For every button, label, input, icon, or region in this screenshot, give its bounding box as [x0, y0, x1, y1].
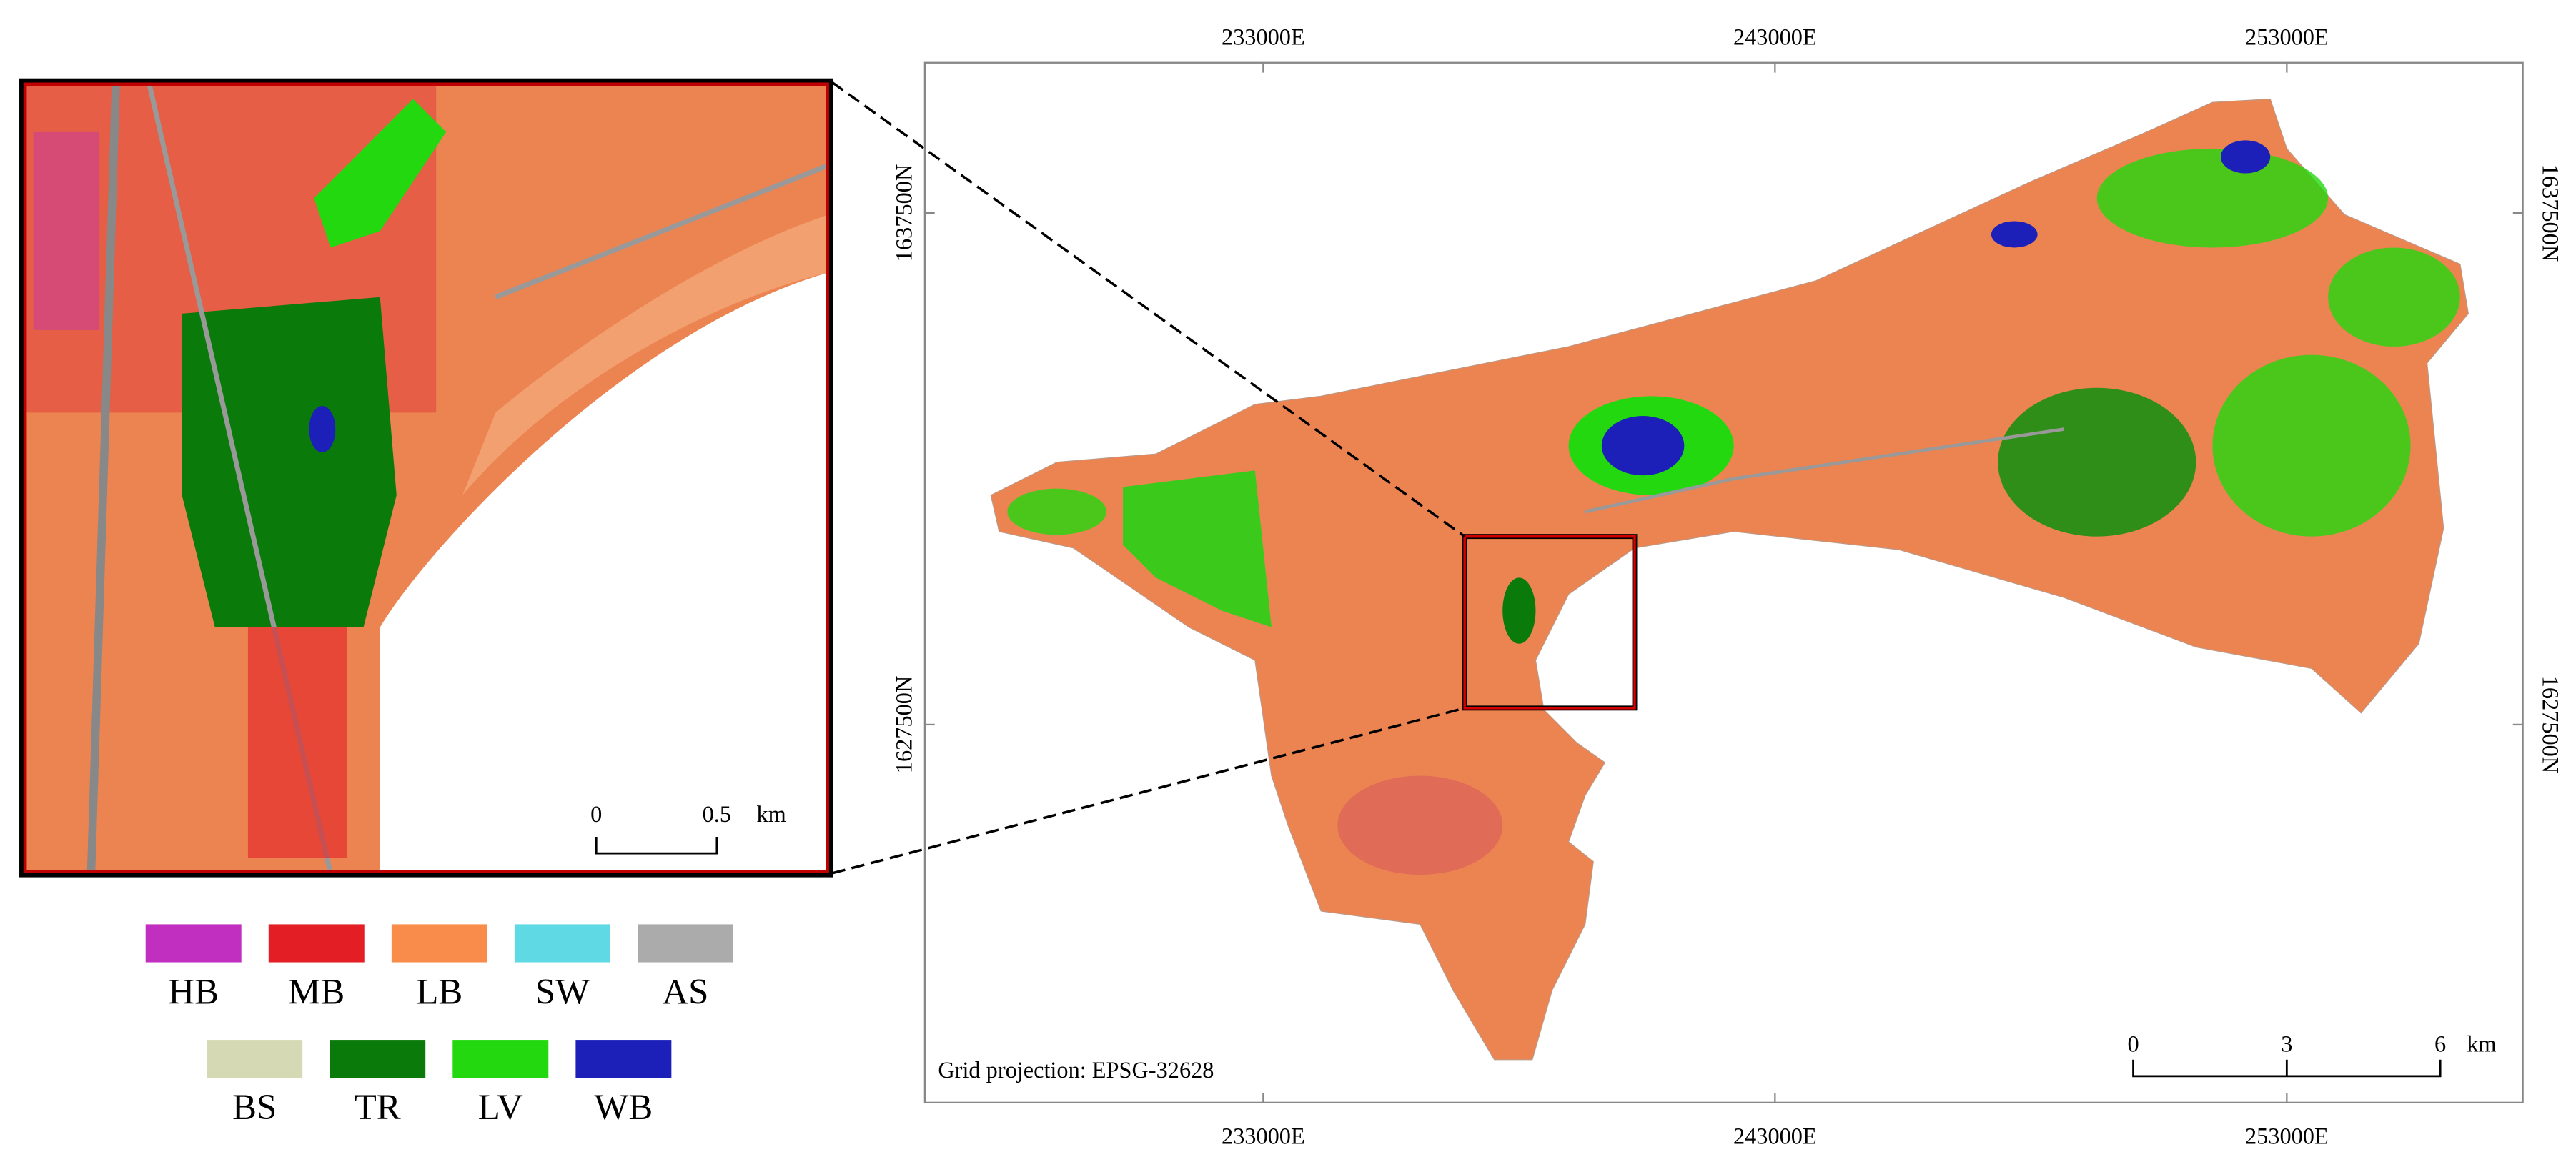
legend-swatch — [452, 1040, 549, 1078]
map-scale-bar: 0 3 6 km — [2127, 1031, 2497, 1078]
x-grid-label: 233000E — [1222, 24, 1305, 49]
inset-frame — [19, 78, 833, 878]
legend: HB MB LB SW AS BS TR LV WB — [145, 924, 733, 1127]
x-grid-label: 253000E — [2245, 24, 2329, 49]
legend-swatch — [514, 924, 610, 963]
scale-tick: 0.5 — [703, 801, 731, 827]
scale-tick: 0 — [2127, 1031, 2139, 1056]
legend-swatch — [330, 1040, 426, 1078]
scale-tick: 6 — [2434, 1031, 2446, 1056]
land-mass — [990, 98, 2470, 1061]
legend-label: AS — [663, 971, 709, 1011]
x-grid-label: 233000E — [1222, 1123, 1305, 1149]
scale-tick: 3 — [2281, 1031, 2292, 1056]
legend-label: LV — [478, 1087, 523, 1127]
legend-swatch — [575, 1040, 672, 1078]
inset-map — [23, 82, 829, 873]
grid-labels: 233000E 233000E 243000E 243000E 253000E 25300… — [891, 24, 2563, 1148]
inset-frame-inner — [23, 82, 829, 873]
y-grid-label: 1637500N — [891, 164, 916, 262]
x-grid-label: 253000E — [2245, 1123, 2329, 1149]
legend-swatch — [637, 924, 733, 963]
scale-tick: 0 — [590, 801, 602, 827]
scale-unit: km — [2467, 1031, 2496, 1056]
projection-note: Grid projection: EPSG-32628 — [938, 1057, 1214, 1083]
inset-scale-bar: 0 0.5 km — [590, 801, 786, 855]
scale-unit: km — [756, 801, 786, 827]
legend-label: SW — [535, 971, 590, 1011]
legend-label: HB — [168, 971, 219, 1011]
connector-line — [832, 707, 1465, 875]
x-grid-label: 243000E — [1733, 24, 1817, 49]
legend-label: MB — [288, 971, 345, 1011]
legend-label: BS — [232, 1087, 277, 1127]
legend-swatch — [391, 924, 487, 963]
legend-swatch — [268, 924, 365, 963]
legend-swatch — [207, 1040, 303, 1078]
y-grid-label: 1627500N — [2537, 676, 2563, 773]
y-grid-label: 1627500N — [891, 676, 916, 773]
x-grid-label: 243000E — [1733, 1123, 1817, 1149]
highlight-box-inner — [1463, 535, 1636, 710]
legend-label: WB — [594, 1087, 653, 1127]
legend-label: LB — [416, 971, 462, 1011]
legend-label: TR — [355, 1087, 401, 1127]
legend-swatch — [145, 924, 242, 963]
y-grid-label: 1637500N — [2537, 164, 2563, 262]
connector-line — [831, 81, 1466, 538]
